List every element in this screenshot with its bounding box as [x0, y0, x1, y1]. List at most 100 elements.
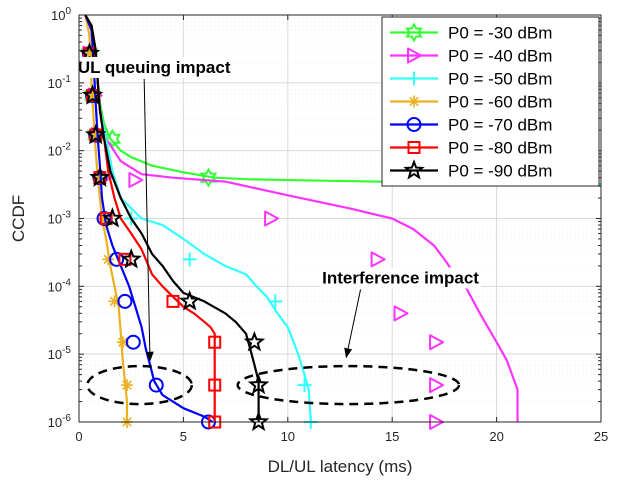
series-layer: [78, 14, 602, 432]
y-tick-exponent: -6: [62, 413, 71, 424]
legend-label: P0 = -50 dBm: [448, 70, 552, 89]
annotation-arrow: [143, 78, 154, 362]
legend-item: P0 = -60 dBm: [390, 93, 552, 112]
series-marker: [429, 377, 445, 394]
series-marker: [429, 334, 445, 351]
legend-item: P0 = -90 dBm: [390, 159, 552, 181]
legend-marker: [405, 22, 423, 43]
legend-marker: [403, 159, 425, 180]
series-marker: [182, 252, 197, 267]
y-tick-exponent: -2: [62, 142, 71, 153]
y-tick-base: 10: [48, 76, 62, 91]
y-tick-label: 10-1: [48, 74, 72, 91]
annotation-background: [320, 267, 482, 289]
series-marker: [178, 290, 201, 311]
legend-item: P0 = -40 dBm: [390, 47, 552, 66]
series-marker: [101, 207, 124, 228]
series-marker: [208, 378, 222, 392]
series-marker: [121, 379, 134, 392]
legend-marker: [407, 71, 421, 86]
annotations: UL queuing impact Interference impact: [75, 56, 482, 362]
y-tick-base: 10: [48, 347, 62, 362]
legend-label: P0 = -30 dBm: [448, 24, 552, 43]
x-tick-label: 5: [180, 429, 187, 444]
legend: P0 = -30 dBm P0 = -40 dBm P0 = -50 dBm P0 =…: [381, 16, 600, 187]
y-tick-exponent: 0: [65, 6, 71, 17]
legend-marker: [408, 95, 420, 108]
legend-item: P0 = -70 dBm: [390, 116, 552, 135]
marker-stroke: [409, 96, 419, 107]
series-marker: [393, 305, 409, 322]
legend-label: P0 = -90 dBm: [448, 162, 552, 181]
series-marker: [247, 373, 270, 395]
annotation-text: Interference impact: [322, 269, 479, 288]
y-tick-exponent: -4: [62, 277, 71, 288]
legend-label: P0 = -70 dBm: [448, 116, 552, 135]
annotation-background: [75, 56, 233, 78]
series-marker: [118, 252, 132, 266]
y-tick-exponent: -3: [62, 210, 71, 221]
legend-label: P0 = -80 dBm: [448, 139, 552, 158]
y-tick-exponent: -1: [62, 74, 71, 85]
y-tick-exponent: -5: [62, 345, 71, 356]
x-axis-title: DL/UL latency (ms): [268, 457, 413, 476]
series-marker: [84, 123, 107, 145]
series-marker: [81, 84, 104, 105]
series-marker: [166, 294, 180, 308]
series-marker: [243, 330, 266, 352]
x-tick-label: 25: [594, 429, 608, 444]
dashed-ellipse: [236, 364, 461, 406]
legend-marker: [407, 141, 421, 154]
legend-item: P0 = -50 dBm: [390, 70, 552, 89]
series-marker: [247, 410, 270, 432]
series-marker: [109, 251, 125, 267]
dashed-ellipse: [86, 364, 194, 406]
y-tick-base: 10: [48, 212, 62, 227]
series-marker: [264, 210, 280, 227]
y-axis-title: CCDF: [9, 195, 28, 242]
annotation-text: UL queuing impact: [78, 58, 231, 77]
y-tick-label: 10-4: [48, 277, 72, 294]
marker-stroke: [118, 337, 128, 348]
y-tick-base: 10: [48, 144, 62, 159]
series-marker: [148, 377, 164, 393]
series-marker: [117, 293, 133, 309]
y-tick-label: 10-6: [48, 413, 72, 430]
legend-label: P0 = -60 dBm: [448, 93, 552, 112]
series-marker: [370, 251, 386, 268]
y-tick-label: 10-2: [48, 142, 72, 159]
y-tick-base: 10: [51, 8, 65, 23]
series-marker: [125, 334, 141, 350]
marker-stroke: [109, 296, 120, 307]
series-marker: [99, 212, 113, 225]
x-tick-label: 10: [281, 429, 295, 444]
x-tick-label: 20: [489, 429, 503, 444]
annotation-ellipses: [86, 364, 461, 406]
series-marker: [116, 336, 129, 349]
series-marker: [208, 335, 222, 349]
x-tick-label: 0: [75, 429, 82, 444]
legend-marker: [406, 117, 422, 132]
series-marker: [297, 378, 312, 393]
series-line: [84, 14, 129, 422]
series-marker: [120, 248, 142, 269]
y-tick-label: 10-5: [48, 345, 72, 362]
y-tick-base: 10: [48, 279, 62, 294]
marker-stroke: [122, 380, 132, 390]
legend-item: P0 = -80 dBm: [390, 139, 552, 158]
series-marker: [199, 167, 218, 188]
series-marker: [89, 166, 111, 187]
y-tick-label: 100: [51, 6, 71, 23]
series-marker: [268, 294, 283, 309]
x-tick-label: 15: [385, 429, 399, 444]
annotation-arrow: [344, 289, 362, 359]
series-6: [78, 14, 270, 432]
legend-label: P0 = -40 dBm: [448, 47, 552, 66]
y-tick-base: 10: [48, 415, 62, 430]
series-marker: [128, 171, 144, 188]
legend-item: P0 = -30 dBm: [390, 22, 552, 43]
legend-marker: [407, 47, 422, 64]
series-line: [84, 14, 214, 423]
